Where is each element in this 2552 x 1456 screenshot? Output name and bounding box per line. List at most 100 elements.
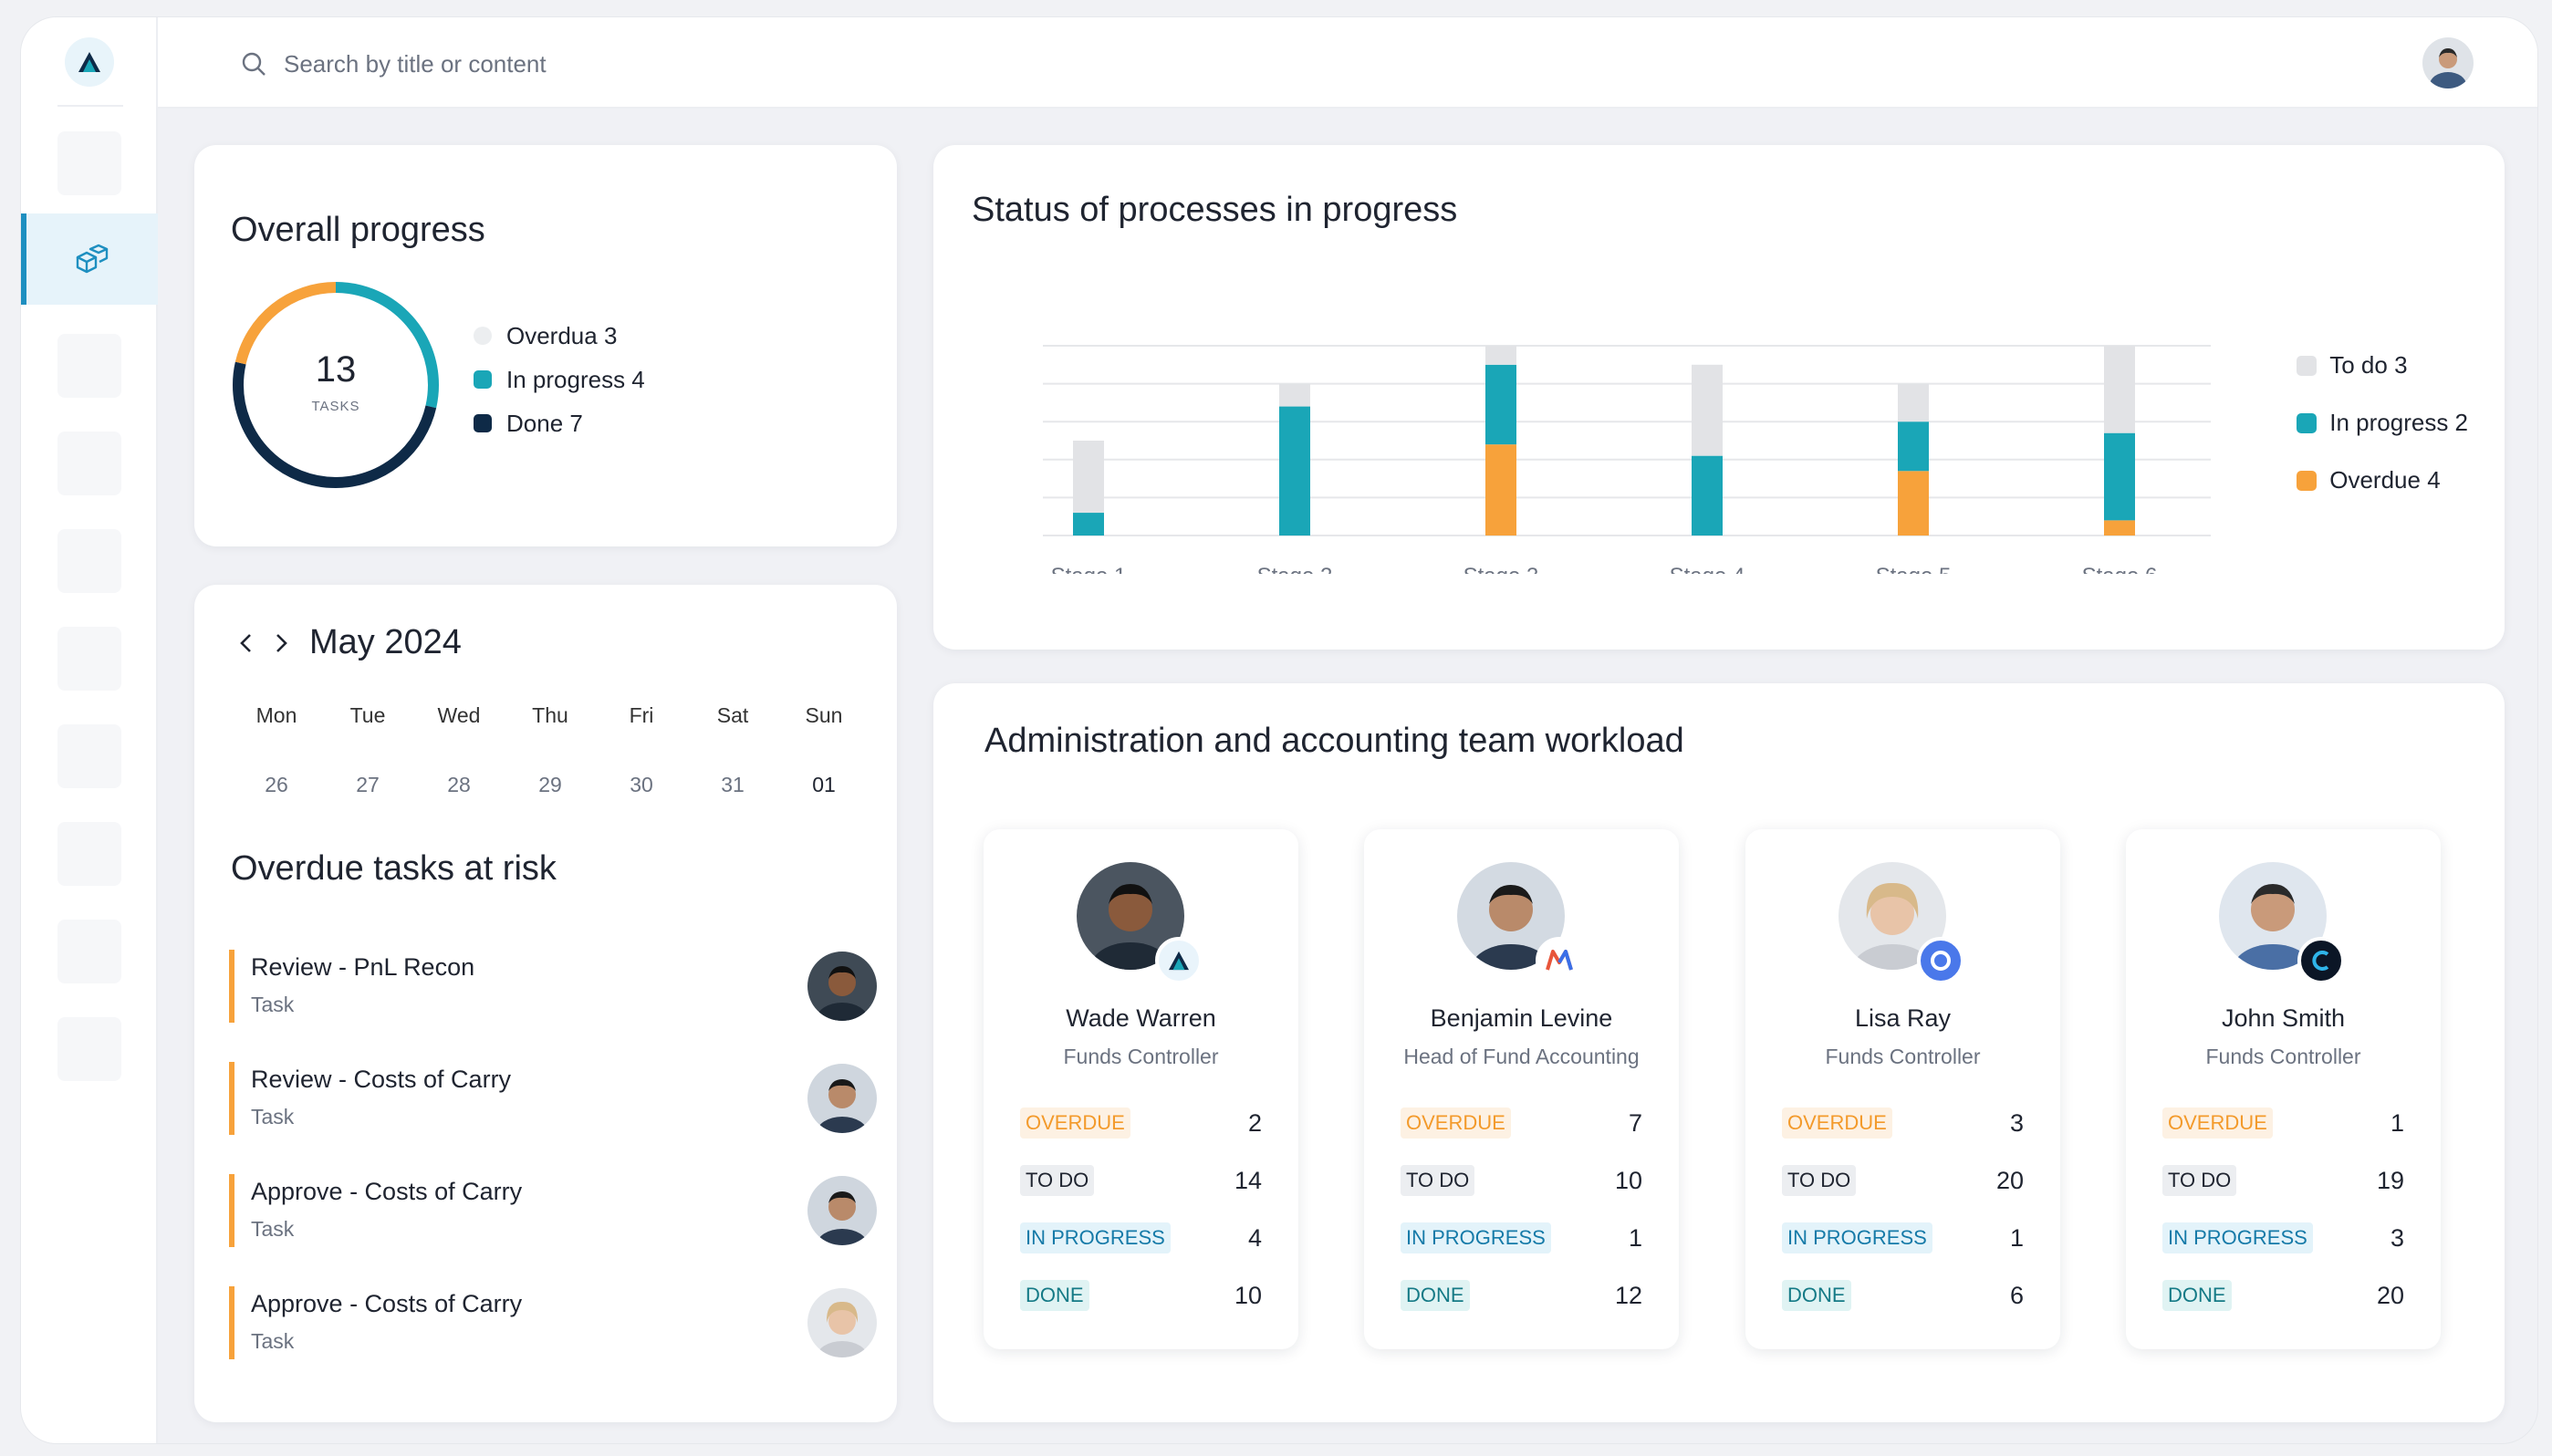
- boxes-icon: [76, 244, 109, 274]
- calendar-day[interactable]: 26: [265, 773, 288, 796]
- app-frame: Overall progress 13 TASKS Overdua 3 In p…: [20, 16, 2538, 1444]
- stat-label-done: DONE: [2162, 1280, 2232, 1311]
- sidebar-item-8[interactable]: [57, 822, 121, 886]
- user-avatar-image: [2422, 37, 2474, 88]
- stat-label-overdue: OVERDUE: [1401, 1108, 1511, 1139]
- user-avatar[interactable]: [2422, 37, 2474, 88]
- legend-overdue-label: Overdua 3: [506, 321, 618, 349]
- task-type: Task: [251, 993, 295, 1016]
- sidebar-item-10[interactable]: [57, 1017, 121, 1081]
- overdue-task[interactable]: Approve - Costs of Carry Task: [229, 1174, 877, 1247]
- x-tick-label: Stage 4: [1670, 564, 1745, 574]
- chevron-right-icon[interactable]: [269, 629, 293, 657]
- calendar-day[interactable]: 31: [721, 773, 745, 796]
- stat-label-overdue: OVERDUE: [2162, 1108, 2273, 1139]
- bar-segment-stage-6[interactable]: [2104, 432, 2135, 521]
- search-bar[interactable]: [240, 45, 1061, 83]
- stat-value-todo: 10: [1614, 1166, 1642, 1194]
- person-card-lisa-ray[interactable]: Lisa Ray Funds Controller OVERDUE 3 TO DO…: [1745, 829, 2060, 1349]
- stat-value-done: 10: [1234, 1281, 1262, 1309]
- sidebar-item-1[interactable]: [57, 131, 121, 195]
- stat-todo: TO DO 10: [1401, 1165, 1642, 1196]
- bar-segment-stage-5[interactable]: [1898, 383, 1929, 422]
- stat-value-todo: 19: [2376, 1166, 2404, 1194]
- stat-value-todo: 20: [1995, 1166, 2024, 1194]
- assignee-avatar[interactable]: [807, 1176, 877, 1245]
- person-role: Head of Fund Accounting: [1403, 1045, 1640, 1068]
- stat-value-overdue: 3: [2009, 1108, 2024, 1137]
- x-tick-label: Stage 2: [1257, 564, 1333, 574]
- sidebar-item-6[interactable]: [57, 627, 121, 691]
- stat-done: DONE 20: [2162, 1280, 2404, 1311]
- calendar-day[interactable]: 30: [630, 773, 653, 796]
- assignee-avatar[interactable]: [807, 1064, 877, 1133]
- bar-segment-stage-3[interactable]: [1485, 444, 1516, 536]
- bar-segment-stage-2[interactable]: [1279, 383, 1310, 407]
- legend-in-progress-label: In progress 4: [506, 365, 645, 393]
- weekday: Sat: [716, 703, 749, 727]
- chevron-left-icon[interactable]: [234, 629, 258, 657]
- logo-icon: [78, 52, 100, 72]
- stat-label-in-progress: IN PROGRESS: [1401, 1222, 1551, 1253]
- assignee-avatar[interactable]: [807, 1288, 877, 1357]
- legend-in-progress-label: In progress 2: [2329, 409, 2468, 436]
- stat-value-overdue: 1: [2390, 1108, 2404, 1137]
- x-tick-label: Stage 6: [2082, 564, 2158, 574]
- stat-done: DONE 10: [1020, 1280, 1262, 1311]
- task-title: Approve - Costs of Carry: [251, 1178, 523, 1205]
- company-logo-icon: [1546, 950, 1573, 971]
- stat-value-in-progress: 4: [1247, 1223, 1262, 1252]
- assignee-avatar[interactable]: [807, 952, 877, 1021]
- company-badge: [1536, 937, 1583, 984]
- progress-donut: [233, 282, 439, 488]
- bar-segment-stage-1[interactable]: [1073, 441, 1104, 514]
- stat-todo: TO DO 19: [2162, 1165, 2404, 1196]
- donut-segment-overdue: [233, 282, 439, 488]
- workload-title: Administration and accounting team workl…: [984, 722, 1684, 760]
- sidebar-item-3[interactable]: [57, 334, 121, 398]
- person-name: Lisa Ray: [1854, 1004, 1952, 1032]
- workload-card: Administration and accounting team workl…: [933, 683, 2505, 1422]
- company-logo-icon: [1169, 951, 1189, 971]
- x-tick-label: Stage 1: [1051, 564, 1127, 574]
- sidebar-item-4[interactable]: [57, 432, 121, 495]
- sidebar-item-processes[interactable]: [21, 213, 158, 305]
- stat-todo: TO DO 20: [1782, 1165, 2024, 1196]
- top-bar: [158, 17, 2537, 109]
- person-card-john-smith[interactable]: John Smith Funds Controller OVERDUE 1 TO …: [2126, 829, 2441, 1349]
- bar-segment-stage-1[interactable]: [1073, 513, 1104, 536]
- app-logo[interactable]: [65, 37, 114, 87]
- legend-done: Done 7: [474, 401, 645, 445]
- task-title: Review - Costs of Carry: [251, 1066, 512, 1093]
- stat-value-in-progress: 1: [1628, 1223, 1642, 1252]
- calendar-day[interactable]: 29: [538, 773, 562, 796]
- bar-segment-stage-3[interactable]: [1485, 364, 1516, 445]
- bar-segment-stage-5[interactable]: [1898, 421, 1929, 472]
- task-type: Task: [251, 1217, 295, 1241]
- person-card-benjamin-levine[interactable]: Benjamin Levine Head of Fund Accounting …: [1364, 829, 1679, 1349]
- overdue-task[interactable]: Review - PnL Recon Task: [229, 950, 877, 1023]
- donut-segment-done: [233, 282, 439, 488]
- calendar-day[interactable]: 28: [447, 773, 471, 796]
- sidebar-item-7[interactable]: [57, 724, 121, 788]
- calendar-day-current[interactable]: 01: [812, 773, 836, 796]
- person-card-wade-warren[interactable]: Wade Warren Funds Controller OVERDUE 2 TO…: [984, 829, 1298, 1349]
- bar-segment-stage-6[interactable]: [2104, 346, 2135, 433]
- bar-segment-stage-4[interactable]: [1692, 364, 1723, 456]
- task-title: Approve - Costs of Carry: [251, 1290, 523, 1317]
- search-input[interactable]: [284, 49, 1032, 78]
- bar-segment-stage-6[interactable]: [2104, 520, 2135, 536]
- overdue-task[interactable]: Review - Costs of Carry Task: [229, 1062, 877, 1135]
- task-type: Task: [251, 1105, 295, 1128]
- bar-segment-stage-4[interactable]: [1692, 455, 1723, 536]
- sidebar-item-9[interactable]: [57, 920, 121, 983]
- bar-segment-stage-3[interactable]: [1485, 346, 1516, 365]
- bar-segment-stage-5[interactable]: [1898, 471, 1929, 536]
- calendar-header: May 2024: [234, 623, 462, 662]
- sidebar-item-5[interactable]: [57, 529, 121, 593]
- bar-segment-stage-2[interactable]: [1279, 406, 1310, 536]
- overdue-task[interactable]: Approve - Costs of Carry Task: [229, 1286, 877, 1359]
- legend-todo: To do 3: [2297, 337, 2468, 394]
- calendar-day[interactable]: 27: [356, 773, 380, 796]
- calendar-weekdays: Mon Tue Wed Thu Fri Sat Sun: [231, 703, 870, 728]
